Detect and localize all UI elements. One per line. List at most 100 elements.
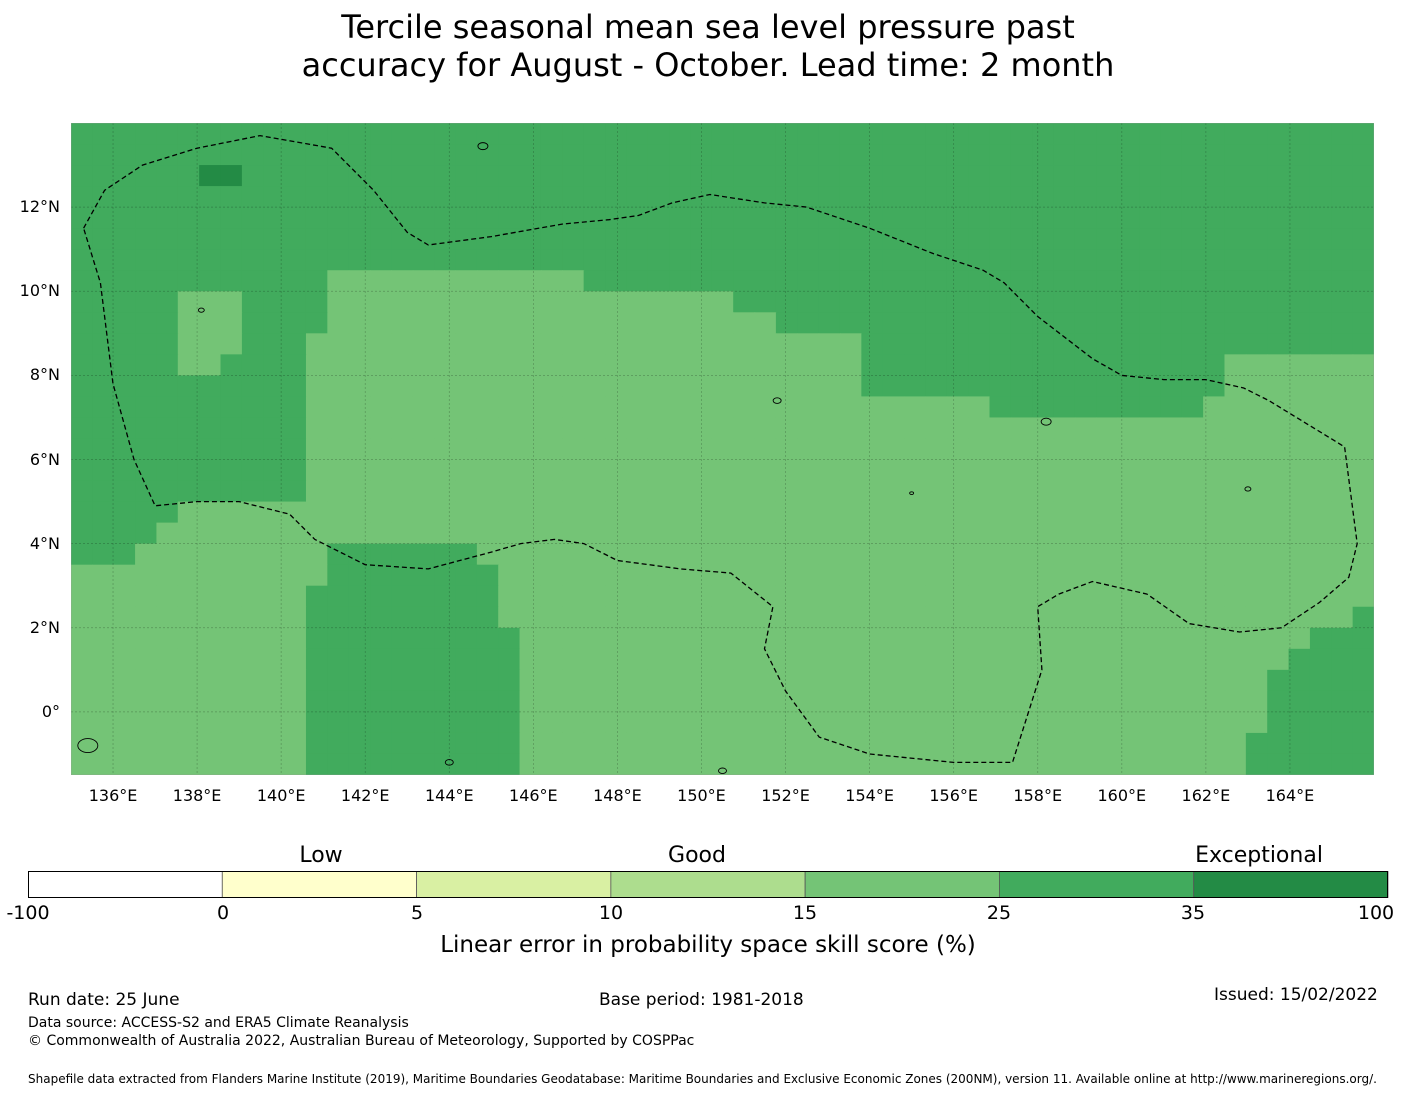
skill-cell xyxy=(1352,270,1374,292)
skill-cell xyxy=(605,480,627,503)
skill-cell xyxy=(263,753,286,775)
skill-cell xyxy=(348,669,371,692)
skill-cell xyxy=(1139,438,1161,461)
skill-cell xyxy=(1331,522,1354,545)
skill-cell xyxy=(540,333,563,355)
skill-cell xyxy=(1203,396,1226,419)
skill-cell xyxy=(177,690,200,713)
skill-cell xyxy=(797,543,820,566)
skill-cell xyxy=(1074,123,1097,145)
skill-cell xyxy=(818,165,841,187)
skill-cell xyxy=(220,606,243,629)
skill-cell xyxy=(946,459,969,482)
skill-cell xyxy=(861,711,884,734)
skill-cell xyxy=(476,333,499,355)
skill-cell xyxy=(412,354,435,376)
skill-cell xyxy=(818,669,841,692)
skill-cell xyxy=(1331,186,1354,208)
skill-cell xyxy=(412,753,435,775)
skill-cell xyxy=(412,459,435,482)
skill-cell xyxy=(177,564,200,587)
skill-cell xyxy=(177,648,200,671)
skill-cell xyxy=(1245,249,1268,271)
skill-cell xyxy=(348,459,371,482)
skill-cell xyxy=(241,732,264,755)
skill-cell xyxy=(562,228,585,250)
skill-cell xyxy=(1203,375,1226,398)
skill-cell xyxy=(92,669,115,692)
skill-cell xyxy=(498,291,521,313)
skill-cell xyxy=(1331,501,1354,524)
skill-cell xyxy=(1267,627,1290,650)
skill-cell xyxy=(1139,690,1161,713)
skill-cell xyxy=(1267,543,1290,566)
skill-cell xyxy=(412,417,435,440)
skill-cell xyxy=(946,165,969,187)
skill-cell xyxy=(305,207,328,229)
skill-cell xyxy=(904,123,927,145)
skill-cell xyxy=(92,207,115,229)
skill-cell xyxy=(1288,438,1311,461)
skill-cell xyxy=(135,585,158,608)
skill-cell xyxy=(1160,417,1183,440)
skill-cell xyxy=(1139,333,1161,355)
skill-cell xyxy=(370,459,393,482)
skill-cell xyxy=(1352,501,1374,524)
skill-cell xyxy=(711,396,734,419)
skill-cell xyxy=(690,711,713,734)
skill-cell xyxy=(818,480,841,503)
skill-cell xyxy=(733,753,756,775)
skill-cell xyxy=(284,333,307,355)
skill-cell xyxy=(1010,291,1033,313)
skill-cell xyxy=(669,228,692,250)
skill-cell xyxy=(305,501,328,524)
skill-cell xyxy=(733,396,756,419)
skill-cell xyxy=(71,690,93,713)
skill-cell xyxy=(1267,753,1290,775)
skill-cell xyxy=(434,543,457,566)
skill-cell xyxy=(476,270,499,292)
skill-cell xyxy=(370,165,393,187)
skill-cell xyxy=(1032,228,1055,250)
skill-cell xyxy=(946,690,969,713)
skill-cell xyxy=(241,291,264,313)
skill-cell xyxy=(540,648,563,671)
skill-cell xyxy=(605,627,627,650)
skill-cell xyxy=(305,123,328,145)
skill-cell xyxy=(626,207,649,229)
skill-cell xyxy=(839,165,862,187)
skill-cell xyxy=(1032,732,1055,755)
skill-cell xyxy=(412,123,435,145)
skill-cell xyxy=(391,480,414,503)
skill-cell xyxy=(305,690,328,713)
skill-cell xyxy=(241,165,264,187)
skill-cell xyxy=(177,186,200,208)
skill-cell xyxy=(1245,711,1268,734)
skill-cell xyxy=(775,648,798,671)
skill-cell xyxy=(925,669,948,692)
skill-cell xyxy=(370,396,393,419)
skill-cell xyxy=(818,606,841,629)
skill-cell xyxy=(925,333,948,355)
skill-cell xyxy=(1032,585,1055,608)
skill-cell xyxy=(1224,711,1247,734)
skill-cell xyxy=(241,480,264,503)
skill-cell xyxy=(1224,564,1247,587)
skill-cell xyxy=(989,249,1012,271)
latitude-tick-label: 4°N xyxy=(29,533,60,553)
skill-cell xyxy=(156,627,179,650)
skill-cell xyxy=(626,249,649,271)
skill-cell xyxy=(1224,753,1247,775)
skill-cell xyxy=(263,417,286,440)
skill-cell xyxy=(583,648,606,671)
skill-cell xyxy=(861,270,884,292)
skill-cell xyxy=(455,270,478,292)
skill-cell xyxy=(241,585,264,608)
skill-cell xyxy=(434,333,457,355)
skill-cell xyxy=(327,459,350,482)
skill-cell xyxy=(348,711,371,734)
skill-cell xyxy=(1245,606,1268,629)
cbar-tick-10: 10 xyxy=(598,902,624,924)
skill-cell xyxy=(1224,186,1247,208)
cbar-tick-25: 25 xyxy=(986,902,1012,924)
